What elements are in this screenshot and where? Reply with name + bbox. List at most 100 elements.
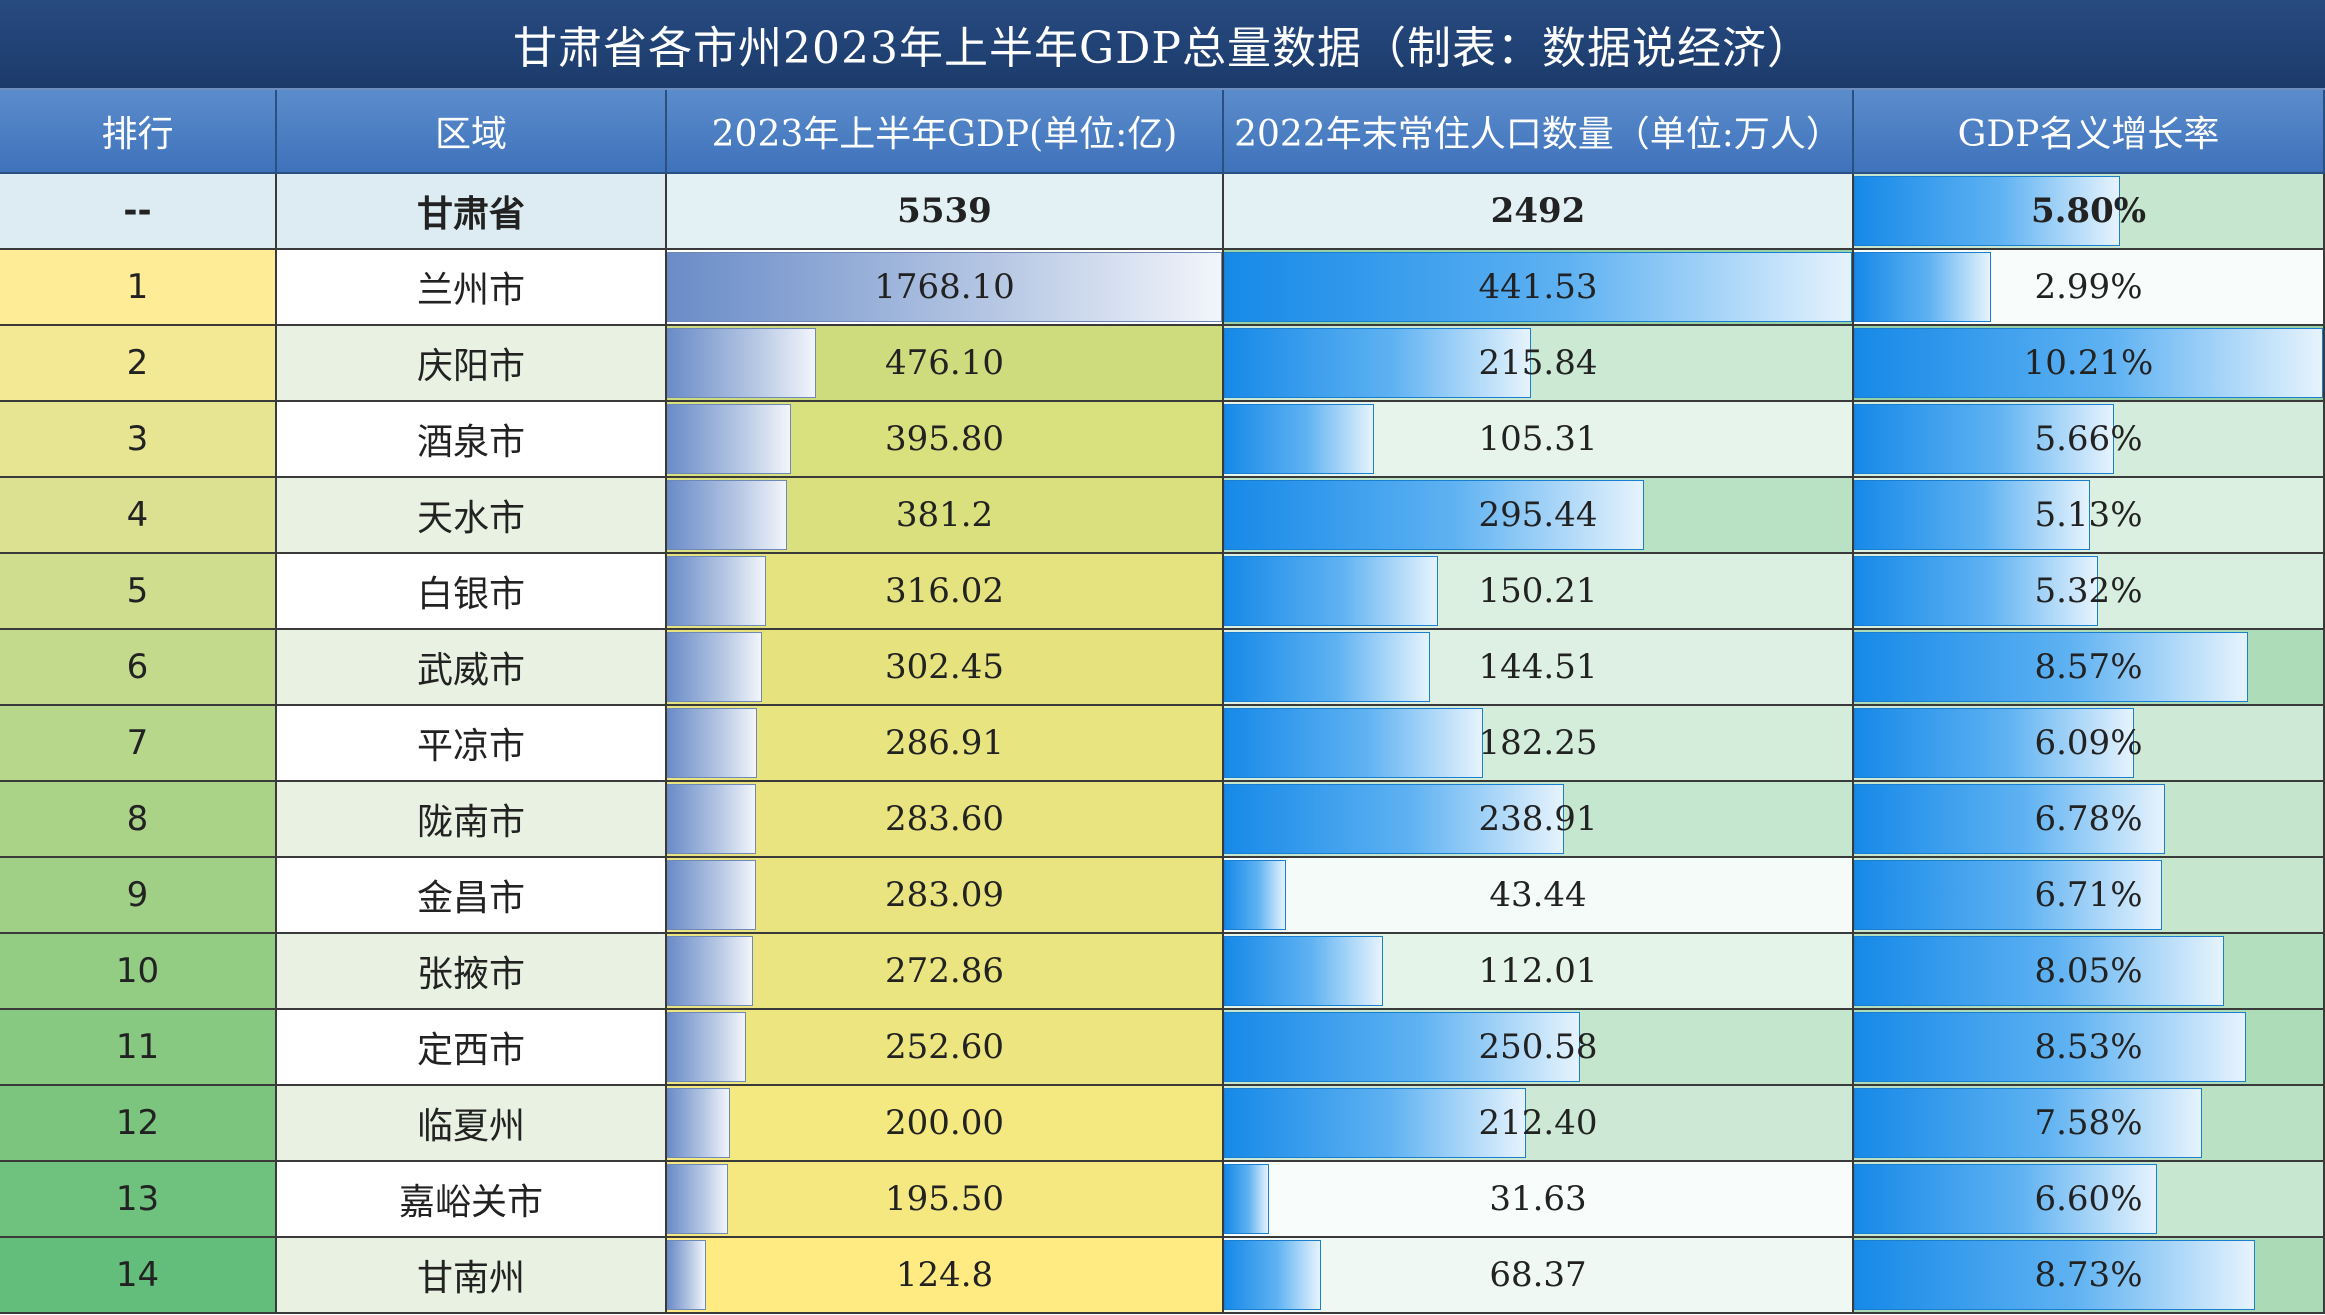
growth-bar [1854, 1088, 2203, 1158]
population-cell: 441.53 [1224, 250, 1854, 326]
gdp-cell: 195.50 [667, 1162, 1224, 1238]
region-cell: 天水市 [277, 478, 667, 554]
growth-cell-text: 6.60% [2034, 1179, 2143, 1219]
rank-cell-text: 6 [126, 647, 149, 687]
region-cell-text: 嘉峪关市 [398, 1182, 543, 1223]
gdp-cell: 1768.10 [667, 250, 1224, 326]
population-cell-text: 238.91 [1478, 799, 1598, 839]
growth-bar [1854, 328, 2323, 398]
gdp-bar [667, 936, 753, 1006]
gdp-cell-text: 381.2 [895, 495, 994, 535]
table-title: 甘肃省各市州2023年上半年GDP总量数据（制表：数据说经济） [0, 0, 2325, 90]
population-bar [1224, 556, 1438, 626]
growth-bar [1854, 480, 2090, 550]
gdp-cell: 283.60 [667, 782, 1224, 858]
population-cell: 182.25 [1224, 706, 1854, 782]
growth-bar [1854, 784, 2166, 854]
total-growth-bar [1854, 176, 2121, 246]
population-cell-text: 68.37 [1489, 1255, 1587, 1295]
rank-cell-text: 4 [126, 495, 149, 535]
rank-cell: 2 [0, 326, 277, 402]
growth-cell: 8.05% [1854, 934, 2325, 1010]
region-cell: 白银市 [277, 554, 667, 630]
population-bar [1224, 404, 1374, 474]
rank-cell: 13 [0, 1162, 277, 1238]
region-cell-text: 兰州市 [416, 270, 525, 311]
gdp-bar [667, 860, 756, 930]
growth-cell: 7.58% [1854, 1086, 2325, 1162]
population-bar [1224, 480, 1645, 550]
gdp-cell-text: 272.86 [885, 951, 1004, 991]
rank-cell-text: 11 [115, 1027, 160, 1067]
region-cell: 临夏州 [277, 1086, 667, 1162]
gdp-cell-text: 283.60 [885, 799, 1004, 839]
gdp-cell-text: 283.09 [885, 875, 1004, 915]
region-cell-text: 天水市 [416, 498, 525, 539]
region-cell-text: 金昌市 [416, 878, 525, 919]
region-cell: 陇南市 [277, 782, 667, 858]
region-cell-text: 酒泉市 [416, 422, 525, 463]
rank-cell: 1 [0, 250, 277, 326]
region-cell: 平凉市 [277, 706, 667, 782]
growth-cell: 2.99% [1854, 250, 2325, 326]
growth-cell: 6.09% [1854, 706, 2325, 782]
population-bar [1224, 632, 1430, 702]
gdp-bar [667, 328, 817, 398]
population-cell-text: 150.21 [1478, 571, 1598, 611]
population-cell-text: 212.40 [1478, 1103, 1598, 1143]
rank-cell-text: 5 [126, 571, 149, 611]
rank-cell: 5 [0, 554, 277, 630]
total-region-text: 甘肃省 [416, 193, 525, 235]
gdp-cell-text: 316.02 [885, 571, 1004, 611]
gdp-cell: 252.60 [667, 1010, 1224, 1086]
rank-cell-text: 1 [126, 267, 149, 307]
growth-cell-text: 8.05% [2034, 951, 2143, 991]
region-cell: 甘南州 [277, 1238, 667, 1314]
population-cell-text: 144.51 [1478, 647, 1598, 687]
population-cell: 150.21 [1224, 554, 1854, 630]
population-bar [1224, 708, 1484, 778]
region-cell-text: 庆阳市 [416, 346, 525, 387]
region-cell: 庆阳市 [277, 326, 667, 402]
header-growth: GDP名义增长率 [1854, 90, 2325, 174]
rank-cell: 10 [0, 934, 277, 1010]
growth-cell: 10.21% [1854, 326, 2325, 402]
region-cell-text: 白银市 [416, 574, 525, 615]
growth-bar [1854, 1012, 2246, 1082]
growth-cell-text: 5.13% [2034, 495, 2143, 535]
gdp-bar [667, 1088, 730, 1158]
rank-cell: 12 [0, 1086, 277, 1162]
gdp-bar [667, 784, 757, 854]
growth-bar [1854, 1164, 2158, 1234]
rank-cell-text: 2 [126, 343, 149, 383]
gdp-cell-text: 395.80 [885, 419, 1004, 459]
rank-cell-text: 13 [115, 1179, 160, 1219]
population-cell-text: 112.01 [1478, 951, 1598, 991]
population-bar [1224, 328, 1531, 398]
growth-cell-text: 8.73% [2034, 1255, 2143, 1295]
region-cell: 酒泉市 [277, 402, 667, 478]
population-cell-text: 295.44 [1478, 495, 1598, 535]
growth-cell-text: 6.71% [2034, 875, 2143, 915]
population-bar [1224, 1088, 1527, 1158]
region-cell: 嘉峪关市 [277, 1162, 667, 1238]
growth-bar [1854, 556, 2099, 626]
growth-bar [1854, 252, 1992, 322]
population-cell: 112.01 [1224, 934, 1854, 1010]
header-rank: 排行 [0, 90, 277, 174]
gdp-cell-text: 195.50 [885, 1179, 1004, 1219]
header-region: 区域 [277, 90, 667, 174]
region-cell-text: 平凉市 [416, 726, 525, 767]
growth-cell-text: 8.53% [2034, 1027, 2143, 1067]
growth-cell-text: 8.57% [2034, 647, 2143, 687]
gdp-cell: 283.09 [667, 858, 1224, 934]
region-cell: 金昌市 [277, 858, 667, 934]
growth-cell-text: 10.21% [2023, 343, 2154, 383]
growth-cell-text: 2.99% [2034, 267, 2143, 307]
region-cell: 定西市 [277, 1010, 667, 1086]
growth-bar [1854, 860, 2163, 930]
population-bar [1224, 936, 1384, 1006]
gdp-bar [667, 1012, 747, 1082]
population-cell: 238.91 [1224, 782, 1854, 858]
total-population: 2492 [1224, 174, 1854, 250]
